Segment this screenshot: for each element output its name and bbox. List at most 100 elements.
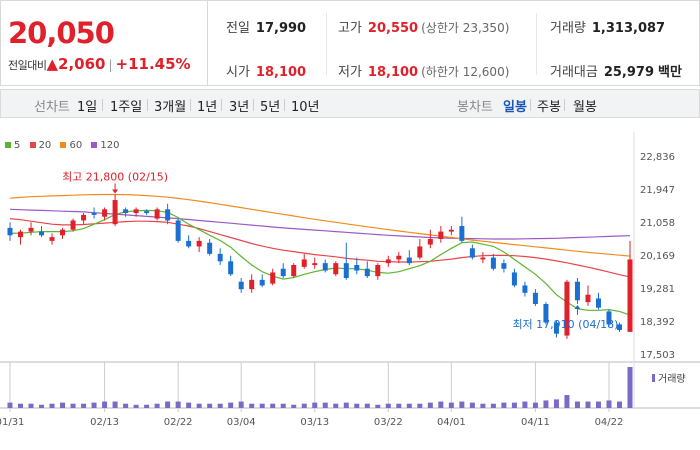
tab-weekly[interactable]: 주봉: [537, 100, 561, 115]
change-amount: 2,060: [58, 55, 106, 73]
candle: [280, 268, 286, 277]
volume-bar: [238, 401, 244, 408]
upper-limit: (상한가 23,350): [421, 21, 510, 35]
legend-label: 5: [14, 140, 21, 151]
candle: [228, 261, 234, 275]
volume-bar: [217, 403, 223, 408]
volume-bar: [469, 402, 475, 408]
volume-bar: [102, 401, 108, 408]
candle: [123, 209, 129, 214]
legend-label: 120: [100, 140, 120, 151]
candle: [186, 240, 192, 247]
candle: [396, 255, 402, 260]
y-tick-label: 22,836: [640, 152, 675, 163]
candle: [490, 257, 496, 269]
change-label: 전일대비: [8, 59, 47, 72]
candle: [459, 226, 465, 241]
volume-bar: [364, 403, 370, 408]
candle: [70, 220, 76, 230]
trade-amount: 거래대금 25,979 백만: [550, 61, 682, 80]
current-price: 20,050: [8, 16, 115, 50]
volume: 거래량 1,313,087: [550, 17, 665, 36]
candle: [364, 268, 370, 277]
period-1d[interactable]: 1일: [77, 100, 98, 115]
legend: 5 20 60 120: [5, 140, 126, 151]
volume-bar: [270, 403, 276, 408]
candle-chart-label: 봉차트: [457, 100, 493, 115]
candle: [165, 209, 171, 221]
volume-bar: [595, 401, 601, 408]
volume-bar: [585, 401, 591, 408]
volume-bar: [259, 403, 265, 408]
volume-bar: [81, 403, 87, 408]
period-3m[interactable]: 3개월: [154, 100, 187, 115]
candle: [417, 246, 423, 258]
candle: [39, 231, 45, 236]
divider: [253, 99, 254, 111]
divider: [147, 99, 148, 111]
volume-bar: [511, 402, 517, 408]
ma20-line: [9, 218, 631, 278]
volume-bar: [627, 367, 633, 408]
legend-ma5: 5: [5, 140, 20, 151]
low: 저가 18,100 (하한가 12,600): [338, 61, 509, 80]
volume-legend-swatch: [652, 374, 655, 382]
price-panel: 20,050 전일대비▲2,060 | +11.45%: [0, 0, 208, 86]
lower-limit: (하한가 12,600): [421, 65, 510, 79]
period-10y[interactable]: 10년: [291, 100, 320, 115]
period-1y[interactable]: 1년: [197, 100, 218, 115]
open: 시가 18,100: [226, 61, 306, 80]
divider: |: [108, 58, 113, 72]
period-5y[interactable]: 5년: [260, 100, 281, 115]
candle: [543, 303, 549, 323]
ma60-line: [9, 193, 631, 257]
candle: [175, 220, 181, 241]
divider: [326, 13, 327, 75]
x-tick-label: 01/31: [0, 417, 24, 428]
volume-bar: [564, 395, 570, 408]
candle: [28, 227, 34, 232]
x-tick-label: 03/22: [374, 417, 403, 428]
candle: [270, 272, 276, 284]
period-toolbar: 선차트 1일 1주일 3개월 1년 3년 5년 10년 봉차트 일봉 주봉 월봉: [0, 89, 700, 118]
up-arrow-icon: ▲: [46, 55, 59, 73]
candle: [564, 281, 570, 336]
legend-ma60: 60: [60, 140, 82, 151]
candle: [112, 200, 118, 225]
volume-bar: [438, 401, 444, 408]
candle: [595, 298, 601, 308]
period-3y[interactable]: 3년: [229, 100, 250, 115]
prev-close-value: 17,990: [255, 21, 307, 36]
candle: [501, 263, 507, 269]
volume-bar: [543, 400, 549, 408]
volume-bar: [18, 403, 24, 408]
change-row: 전일대비▲2,060 | +11.45%: [8, 55, 191, 73]
period-1w[interactable]: 1주일: [110, 100, 143, 115]
volume-bar: [28, 403, 34, 408]
candlestick-chart[interactable]: 22,836 21,947 21,058 20,169 19,281 18,392 17,5…: [0, 132, 700, 450]
candle: [427, 239, 433, 245]
volume-bar: [333, 403, 339, 408]
candle: [7, 227, 13, 236]
volume-bar: [154, 403, 160, 408]
candle: [102, 209, 108, 217]
volume-bar: [49, 403, 55, 408]
legend-ma20: 20: [29, 140, 51, 151]
high: 고가 20,550 (상한가 23,350): [338, 17, 509, 36]
legend-swatch: [5, 142, 11, 148]
prev-close: 전일 17,990: [226, 17, 306, 36]
volume-bar: [60, 402, 66, 408]
candle: [606, 311, 612, 325]
candle: [385, 259, 391, 264]
candle: [480, 257, 486, 260]
volume-bar: [228, 402, 234, 408]
tab-monthly[interactable]: 월봉: [573, 100, 597, 115]
volume-bar: [522, 401, 528, 408]
volume-bar: [207, 403, 213, 408]
candle: [406, 257, 412, 264]
volume-bar: [112, 401, 118, 408]
candle: [448, 229, 454, 232]
volume-bar: [553, 399, 559, 408]
tab-daily[interactable]: 일봉: [503, 100, 527, 115]
divider: [564, 99, 565, 111]
